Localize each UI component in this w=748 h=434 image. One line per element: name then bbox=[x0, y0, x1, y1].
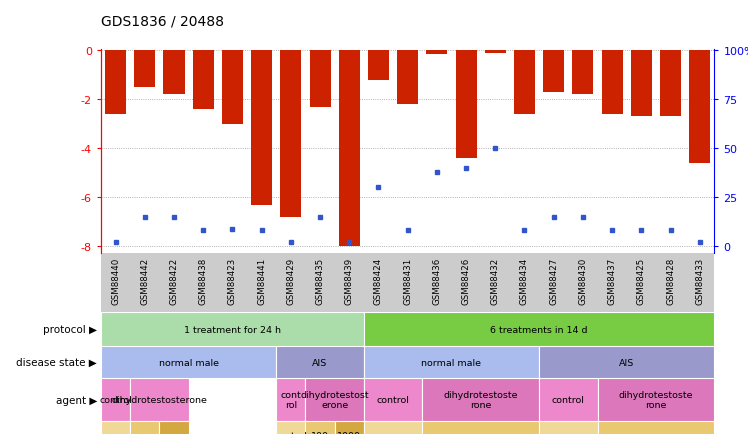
Bar bbox=[334, 421, 364, 434]
Text: dihydrotestosterone: dihydrotestosterone bbox=[111, 395, 207, 404]
Text: GSM88434: GSM88434 bbox=[520, 257, 529, 304]
Bar bbox=[423, 378, 539, 421]
Bar bbox=[276, 421, 305, 434]
Bar bbox=[601, 51, 622, 115]
Text: disease state ▶: disease state ▶ bbox=[16, 357, 97, 367]
Text: GSM88436: GSM88436 bbox=[432, 257, 441, 304]
Bar bbox=[305, 378, 364, 421]
Bar bbox=[514, 51, 535, 115]
Bar bbox=[539, 346, 714, 378]
Bar bbox=[222, 51, 243, 125]
Text: GSM88424: GSM88424 bbox=[374, 257, 383, 304]
Bar bbox=[426, 51, 447, 55]
Text: GSM88433: GSM88433 bbox=[695, 257, 704, 304]
Text: GSM88428: GSM88428 bbox=[666, 257, 675, 304]
Text: agent ▶: agent ▶ bbox=[56, 395, 97, 404]
Text: 6 treatments in 14 d: 6 treatments in 14 d bbox=[491, 325, 588, 334]
Bar bbox=[423, 421, 539, 434]
Text: GSM88426: GSM88426 bbox=[462, 257, 470, 304]
Text: dihydrotestost
erone: dihydrotestost erone bbox=[301, 390, 369, 409]
Bar bbox=[135, 51, 156, 88]
Bar bbox=[101, 421, 130, 434]
Text: GSM88430: GSM88430 bbox=[578, 257, 587, 304]
Bar bbox=[105, 51, 126, 115]
Bar bbox=[251, 51, 272, 205]
Text: AIS: AIS bbox=[313, 358, 328, 367]
Text: protocol ▶: protocol ▶ bbox=[43, 325, 97, 334]
Text: GSM88427: GSM88427 bbox=[549, 257, 558, 304]
Bar bbox=[539, 378, 598, 421]
Text: dihydrotestoste
rone: dihydrotestoste rone bbox=[444, 390, 518, 409]
Text: GSM88432: GSM88432 bbox=[491, 257, 500, 304]
Text: GSM88425: GSM88425 bbox=[637, 257, 646, 304]
Text: GSM88438: GSM88438 bbox=[199, 257, 208, 304]
Text: GSM88437: GSM88437 bbox=[607, 257, 616, 304]
Bar bbox=[164, 51, 185, 95]
Bar bbox=[101, 346, 276, 378]
Bar bbox=[689, 51, 711, 164]
Bar bbox=[101, 312, 364, 346]
Bar bbox=[193, 51, 214, 110]
Bar bbox=[368, 51, 389, 80]
Bar bbox=[101, 378, 130, 421]
Bar bbox=[539, 421, 598, 434]
Text: control: control bbox=[99, 395, 132, 404]
Text: normal male: normal male bbox=[421, 358, 482, 367]
Bar bbox=[598, 378, 714, 421]
Bar bbox=[364, 346, 539, 378]
Bar bbox=[543, 51, 564, 93]
Text: GSM88435: GSM88435 bbox=[316, 257, 325, 304]
Text: GSM88439: GSM88439 bbox=[345, 257, 354, 304]
Bar bbox=[130, 421, 159, 434]
Bar bbox=[364, 378, 423, 421]
Text: GDS1836 / 20488: GDS1836 / 20488 bbox=[101, 14, 224, 28]
Text: control
l: control l bbox=[275, 431, 307, 434]
Text: normal male: normal male bbox=[159, 358, 218, 367]
Text: 1 treatment for 24 h: 1 treatment for 24 h bbox=[184, 325, 281, 334]
Text: GSM88431: GSM88431 bbox=[403, 257, 412, 304]
Bar bbox=[305, 421, 334, 434]
Bar bbox=[364, 421, 423, 434]
Text: control: control bbox=[552, 395, 585, 404]
Bar bbox=[130, 378, 188, 421]
Bar bbox=[276, 378, 305, 421]
Bar bbox=[159, 421, 188, 434]
Bar bbox=[631, 51, 652, 117]
Bar bbox=[598, 421, 714, 434]
Bar bbox=[660, 51, 681, 117]
Text: GSM88441: GSM88441 bbox=[257, 257, 266, 304]
Text: cont
rol: cont rol bbox=[280, 390, 301, 409]
Text: 100
nM: 100 nM bbox=[311, 431, 329, 434]
Bar bbox=[485, 51, 506, 53]
Text: AIS: AIS bbox=[619, 358, 634, 367]
Bar bbox=[339, 51, 360, 247]
Bar bbox=[364, 312, 714, 346]
Bar bbox=[276, 346, 364, 378]
Bar bbox=[456, 51, 476, 158]
Text: 1000
nM: 1000 nM bbox=[337, 431, 361, 434]
Text: control: control bbox=[377, 395, 409, 404]
Text: GSM88422: GSM88422 bbox=[170, 257, 179, 304]
Bar bbox=[572, 51, 593, 95]
Text: GSM88429: GSM88429 bbox=[286, 257, 295, 304]
Text: GSM88423: GSM88423 bbox=[228, 257, 237, 304]
Text: GSM88440: GSM88440 bbox=[111, 257, 120, 304]
Bar bbox=[397, 51, 418, 105]
Bar bbox=[310, 51, 331, 107]
Text: GSM88442: GSM88442 bbox=[141, 257, 150, 304]
Bar bbox=[280, 51, 301, 217]
Text: dihydrotestoste
rone: dihydrotestoste rone bbox=[619, 390, 693, 409]
